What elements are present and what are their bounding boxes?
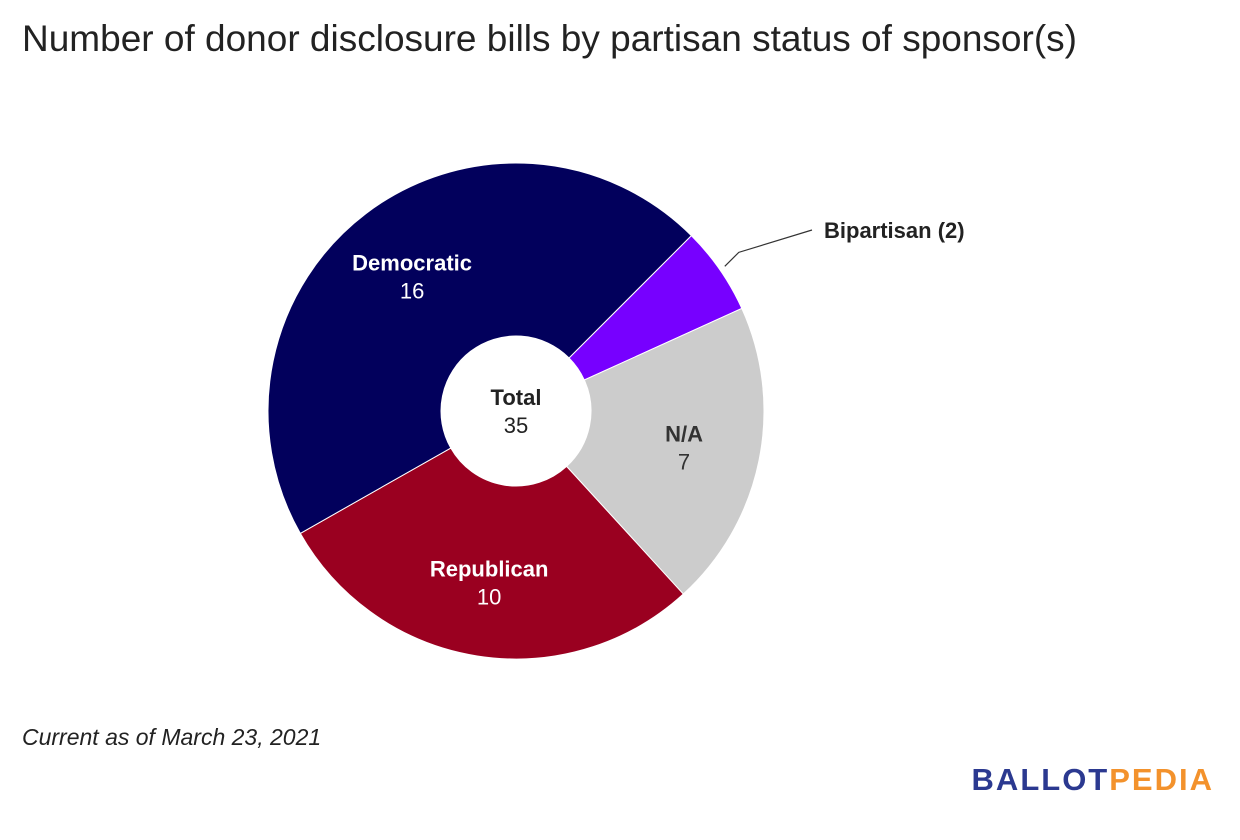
slice-value-democratic: 16 xyxy=(400,279,424,304)
ballotpedia-logo: BALLOTPEDIA xyxy=(972,762,1214,798)
slice-republican xyxy=(299,447,685,660)
logo-part-ballot: BALLOT xyxy=(971,762,1110,797)
logo-part-pedia: PEDIA xyxy=(1109,762,1214,797)
slice-label-democratic: Democratic xyxy=(352,251,472,276)
slice-label-republican: Republican xyxy=(430,556,549,581)
slice-value-republican: 10 xyxy=(477,584,501,609)
slice-democratic xyxy=(267,162,693,535)
chart-title: Number of donor disclosure bills by part… xyxy=(22,18,1077,59)
center-total-value: 35 xyxy=(504,413,528,438)
slice-label-n-a: N/A xyxy=(665,421,703,446)
current-as-of-note: Current as of March 23, 2021 xyxy=(22,724,322,750)
slice-value-n-a: 7 xyxy=(678,449,690,474)
leader-line-bipartisan xyxy=(724,229,813,267)
slice-n-a xyxy=(565,307,765,595)
slice-label-bipartisan: Bipartisan (2) xyxy=(824,218,965,243)
center-total-label: Total xyxy=(491,385,542,410)
